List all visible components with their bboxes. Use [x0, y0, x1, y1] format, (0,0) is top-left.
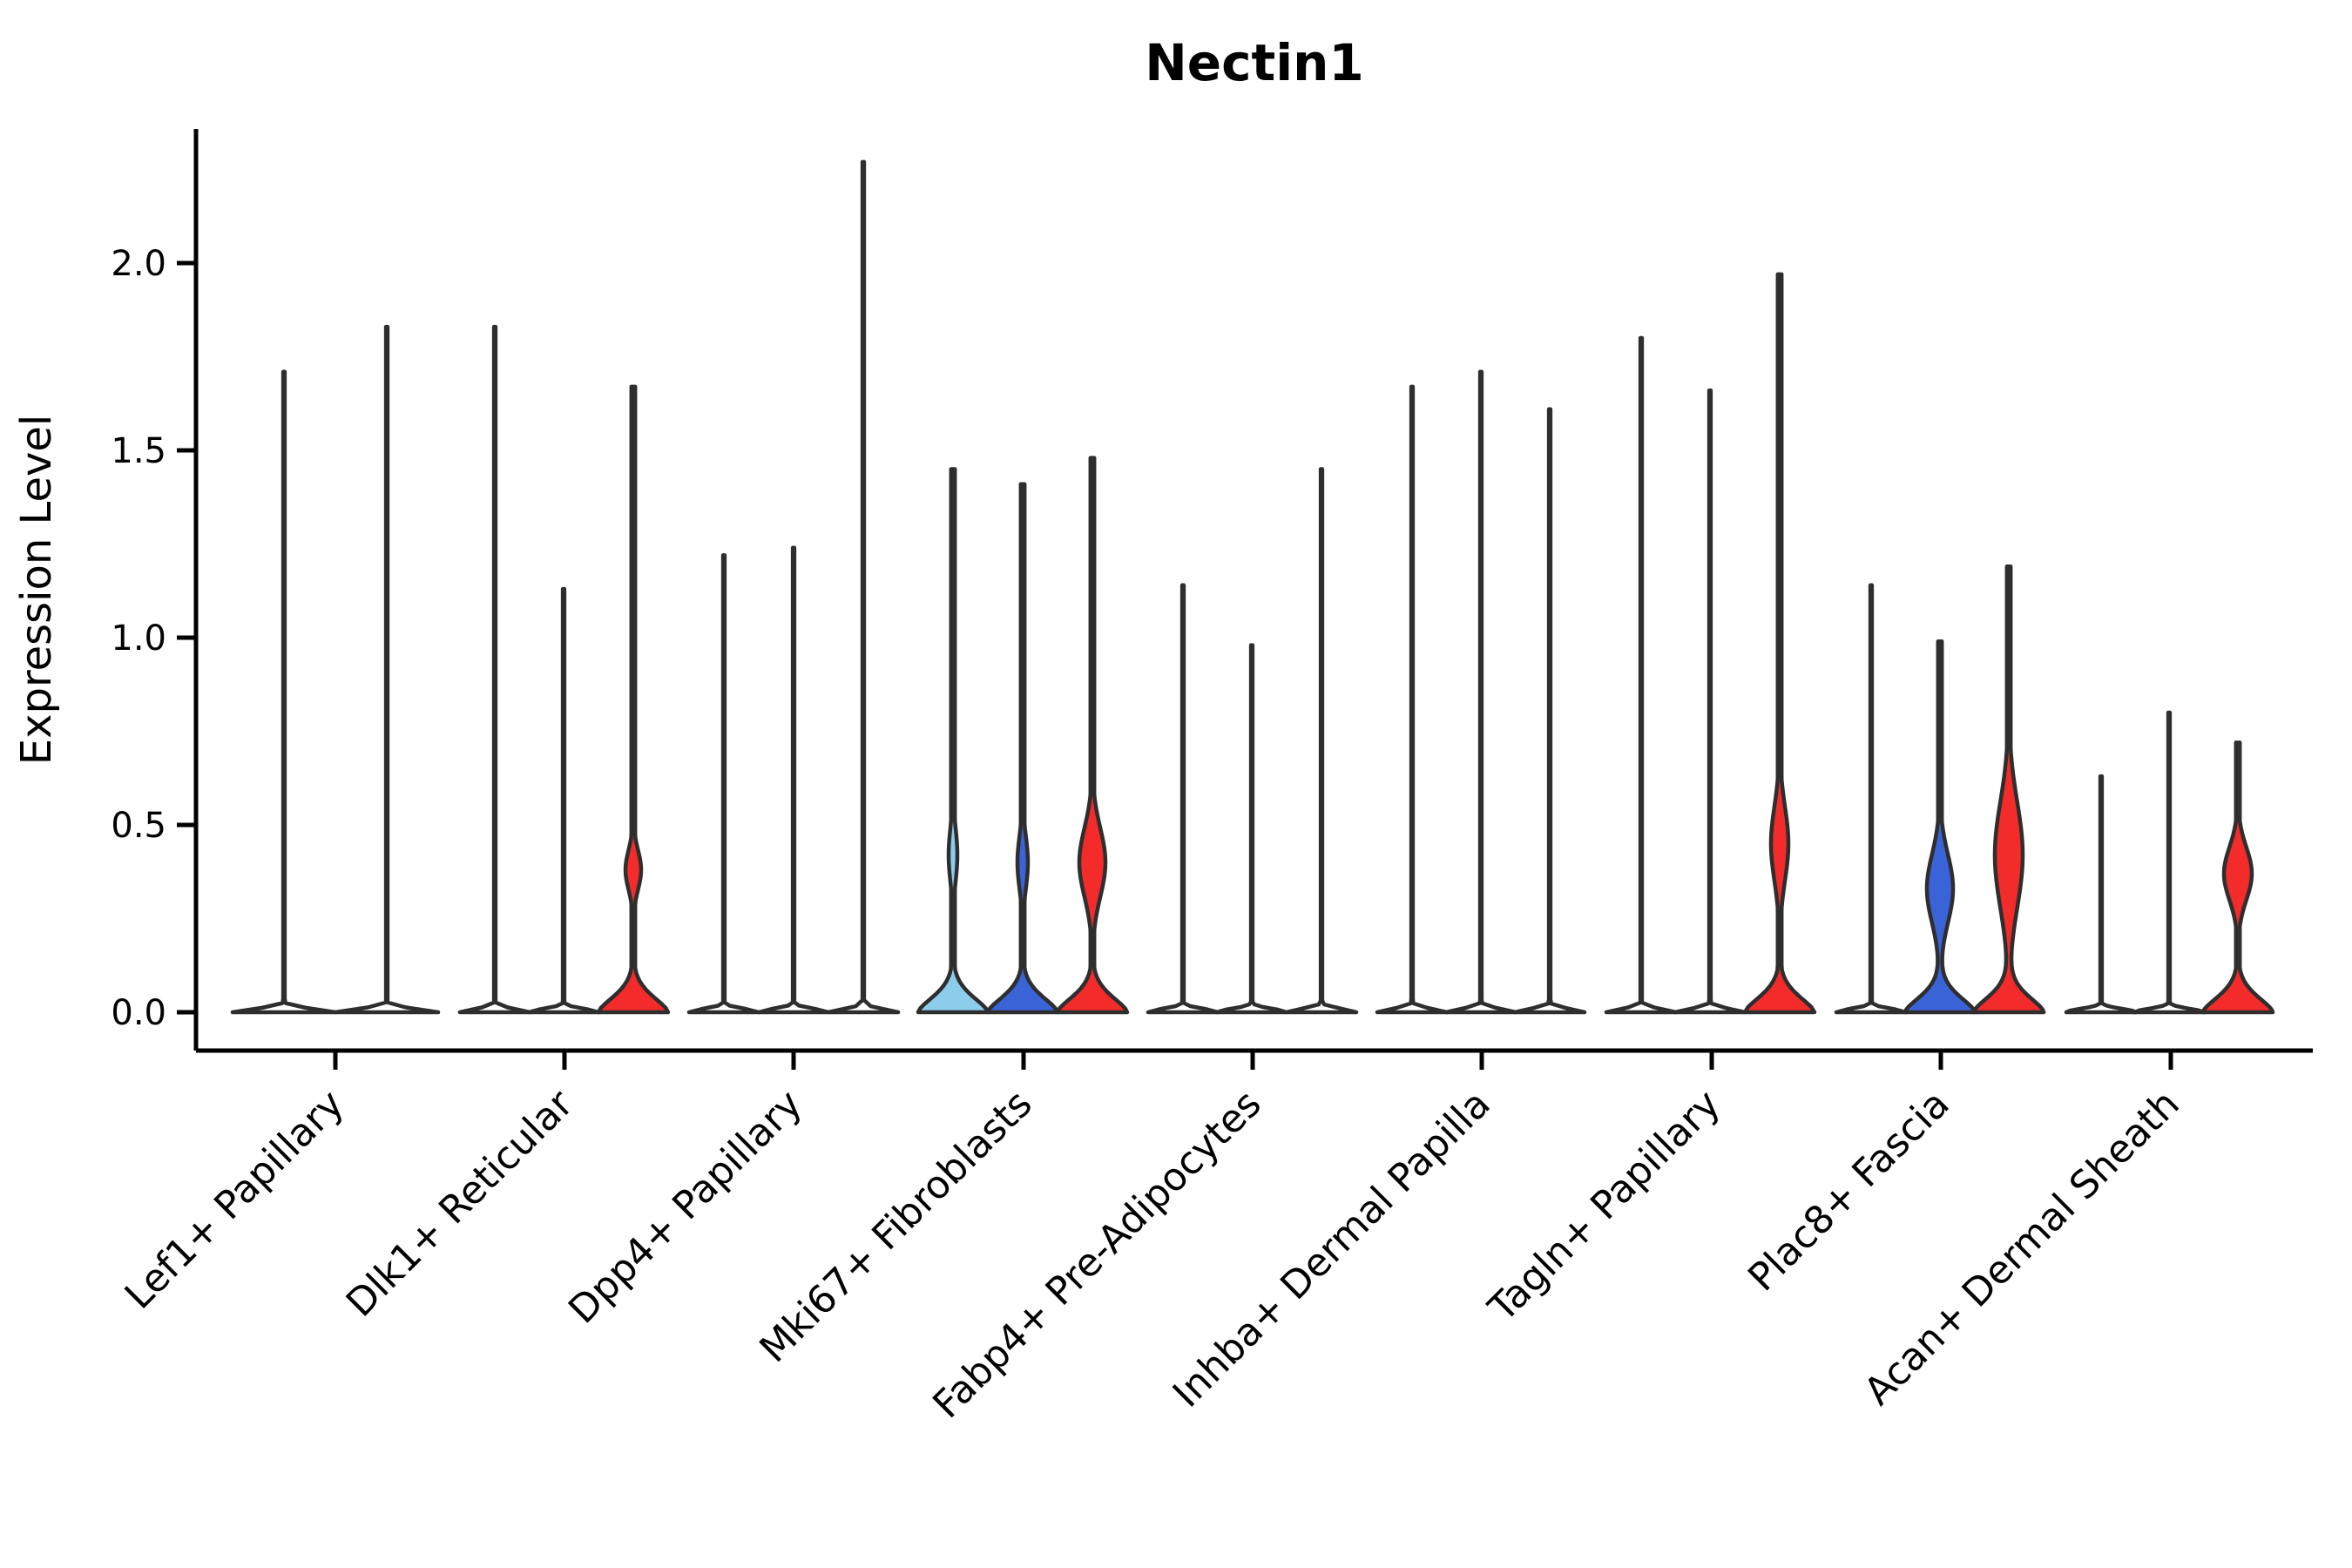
- violin-lef1-papillary: [333, 324, 441, 1015]
- violin-mki67-fibroblasts: [916, 467, 990, 1015]
- violin-fabp4-pre-adipocytes: [1284, 467, 1359, 1015]
- violin-tagln-papillary: [1742, 272, 1817, 1015]
- violin-dlk1-reticular: [457, 324, 532, 1015]
- violin-plac8-fascia: [1971, 564, 2046, 1015]
- violin-plac8-fascia: [1903, 639, 1977, 1015]
- x-tick-label: Tagln+ Papillary: [1480, 1082, 1729, 1331]
- violin-dlk1-reticular: [596, 384, 671, 1015]
- violin-tagln-papillary: [1604, 335, 1679, 1015]
- violin-acan-dermal-sheath: [2132, 710, 2207, 1015]
- violin-acan-dermal-sheath: [2064, 774, 2139, 1015]
- x-tick-label: Dpp4+ Papillary: [560, 1082, 811, 1333]
- violin-lef1-papillary: [230, 369, 338, 1015]
- x-tick-label: Dlk1+ Reticular: [338, 1081, 583, 1326]
- violin-inhba-dermal-papilla: [1443, 369, 1518, 1015]
- violin-mki67-fibroblasts: [985, 482, 1060, 1015]
- y-tick-label: 1.0: [111, 618, 166, 659]
- violin-inhba-dermal-papilla: [1375, 384, 1450, 1015]
- violin-tagln-papillary: [1673, 388, 1747, 1015]
- y-tick-label: 0.5: [111, 806, 166, 846]
- y-tick-label: 0.0: [111, 993, 166, 1033]
- violin-dpp4-papillary: [686, 553, 761, 1015]
- violin-inhba-dermal-papilla: [1512, 407, 1587, 1015]
- violin-plac8-fascia: [1834, 583, 1909, 1015]
- violin-dlk1-reticular: [526, 586, 601, 1015]
- x-tick-label: Plac8+ Fascia: [1740, 1082, 1958, 1301]
- x-tick-label: Lef1+ Papillary: [117, 1082, 353, 1318]
- y-tick-label: 2.0: [111, 244, 166, 284]
- violin-dpp4-papillary: [756, 545, 831, 1015]
- y-tick-label: 1.5: [111, 431, 166, 471]
- violin-acan-dermal-sheath: [2200, 740, 2275, 1015]
- violin-dpp4-papillary: [826, 159, 901, 1015]
- violin-fabp4-pre-adipocytes: [1146, 583, 1220, 1015]
- violin-mki67-fibroblasts: [1055, 456, 1130, 1015]
- y-axis-label: Expression Level: [12, 415, 61, 766]
- chart-title: Nectin1: [1145, 33, 1364, 92]
- violin-fabp4-pre-adipocytes: [1214, 643, 1289, 1015]
